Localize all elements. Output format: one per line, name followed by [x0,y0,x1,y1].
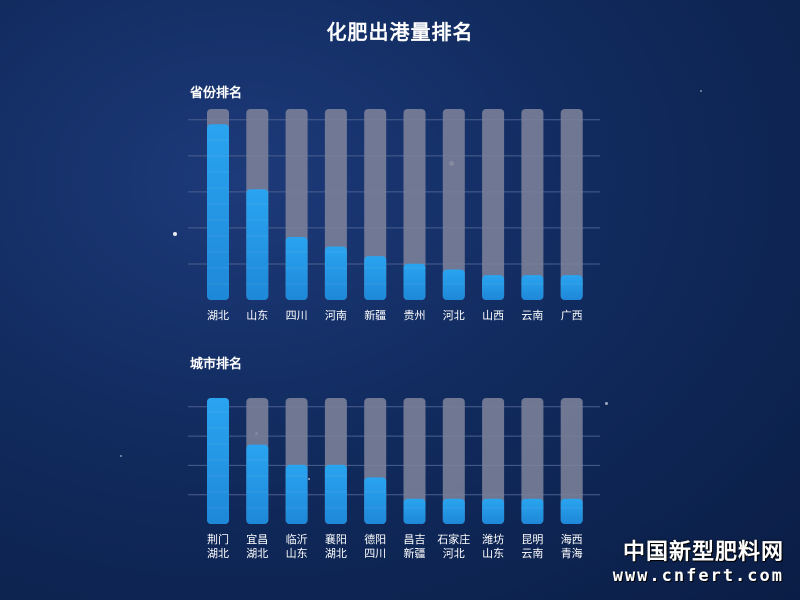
category-label: 山东 [286,547,308,560]
category-label: 河南 [325,309,347,322]
bar-track [442,109,465,300]
category-label: 荆门 [207,532,229,546]
bar [482,275,505,300]
category-label: 河北 [443,309,465,322]
category-label: 石家庄 [437,532,470,546]
bar [482,498,505,524]
star-decoration [173,232,177,236]
category-label: 襄阳 [325,532,347,546]
category-label: 青海 [561,546,583,560]
bar-track [482,398,505,524]
category-label: 山西 [482,309,504,322]
category-label: 广西 [561,309,583,322]
bar-track [403,398,426,524]
category-label: 昌吉 [404,533,426,546]
star-decoration [120,455,122,457]
bar [324,464,347,524]
category-label: 新疆 [364,308,386,322]
category-label: 湖北 [325,547,347,560]
bar [246,189,269,300]
bar-track [521,109,544,300]
watermark: 中国新型肥料网 www.cnfert.com [613,534,784,586]
star-decoration [605,402,608,405]
category-label: 海西 [561,532,583,546]
page-title: 化肥出港量排名 [326,20,474,44]
category-label: 湖北 [246,547,268,560]
bar [246,444,269,524]
bar [364,256,387,300]
category-label: 潍坊 [482,532,504,546]
bar [560,275,583,300]
star-decoration [700,90,702,92]
category-label: 德阳 [364,532,386,546]
bar [560,498,583,524]
category-label: 贵州 [404,309,426,322]
province-section-title: 省份排名 [190,86,243,101]
bar [521,275,544,300]
category-label: 四川 [364,547,386,560]
category-label: 昆明 [521,533,543,546]
category-label: 临沂 [286,532,308,546]
bar-track [482,109,505,300]
watermark-name: 中国新型肥料网 [622,540,784,565]
watermark-url: www.cnfert.com [612,566,784,586]
bar [521,498,544,524]
category-label: 河北 [443,547,465,560]
category-label: 湖北 [207,547,229,560]
city-ranking-chart: 荆门湖北宜昌湖北临沂山东襄阳湖北德阳四川昌吉新疆石家庄河北潍坊山东昆明云南海西青… [188,398,600,560]
category-label: 云南 [521,547,543,560]
bar-track [521,398,544,524]
category-label: 湖北 [207,309,229,322]
bar [364,477,387,524]
bar-track [364,109,387,300]
bar [403,263,426,300]
bar [207,124,229,300]
city-section-title: 城市排名 [190,357,243,372]
category-label: 宜昌 [246,532,268,546]
star-decoration [308,478,310,480]
bar [285,236,308,300]
bar [285,464,308,524]
category-label: 四川 [286,309,308,322]
bar [324,246,347,300]
bar-track [560,398,583,524]
bar [403,498,426,524]
bar [207,398,229,524]
category-label: 山东 [246,309,268,322]
category-label: 云南 [521,309,543,322]
province-ranking-chart: 湖北 山东 四川 河南 新疆 贵州 河北 山西 云南 广西 [188,109,600,322]
bar [442,498,465,524]
bar-track [442,398,465,524]
bar [442,269,465,300]
bar-track [403,109,426,300]
bar-track [560,109,583,300]
category-label: 山东 [482,547,504,560]
category-label: 新疆 [404,546,426,560]
